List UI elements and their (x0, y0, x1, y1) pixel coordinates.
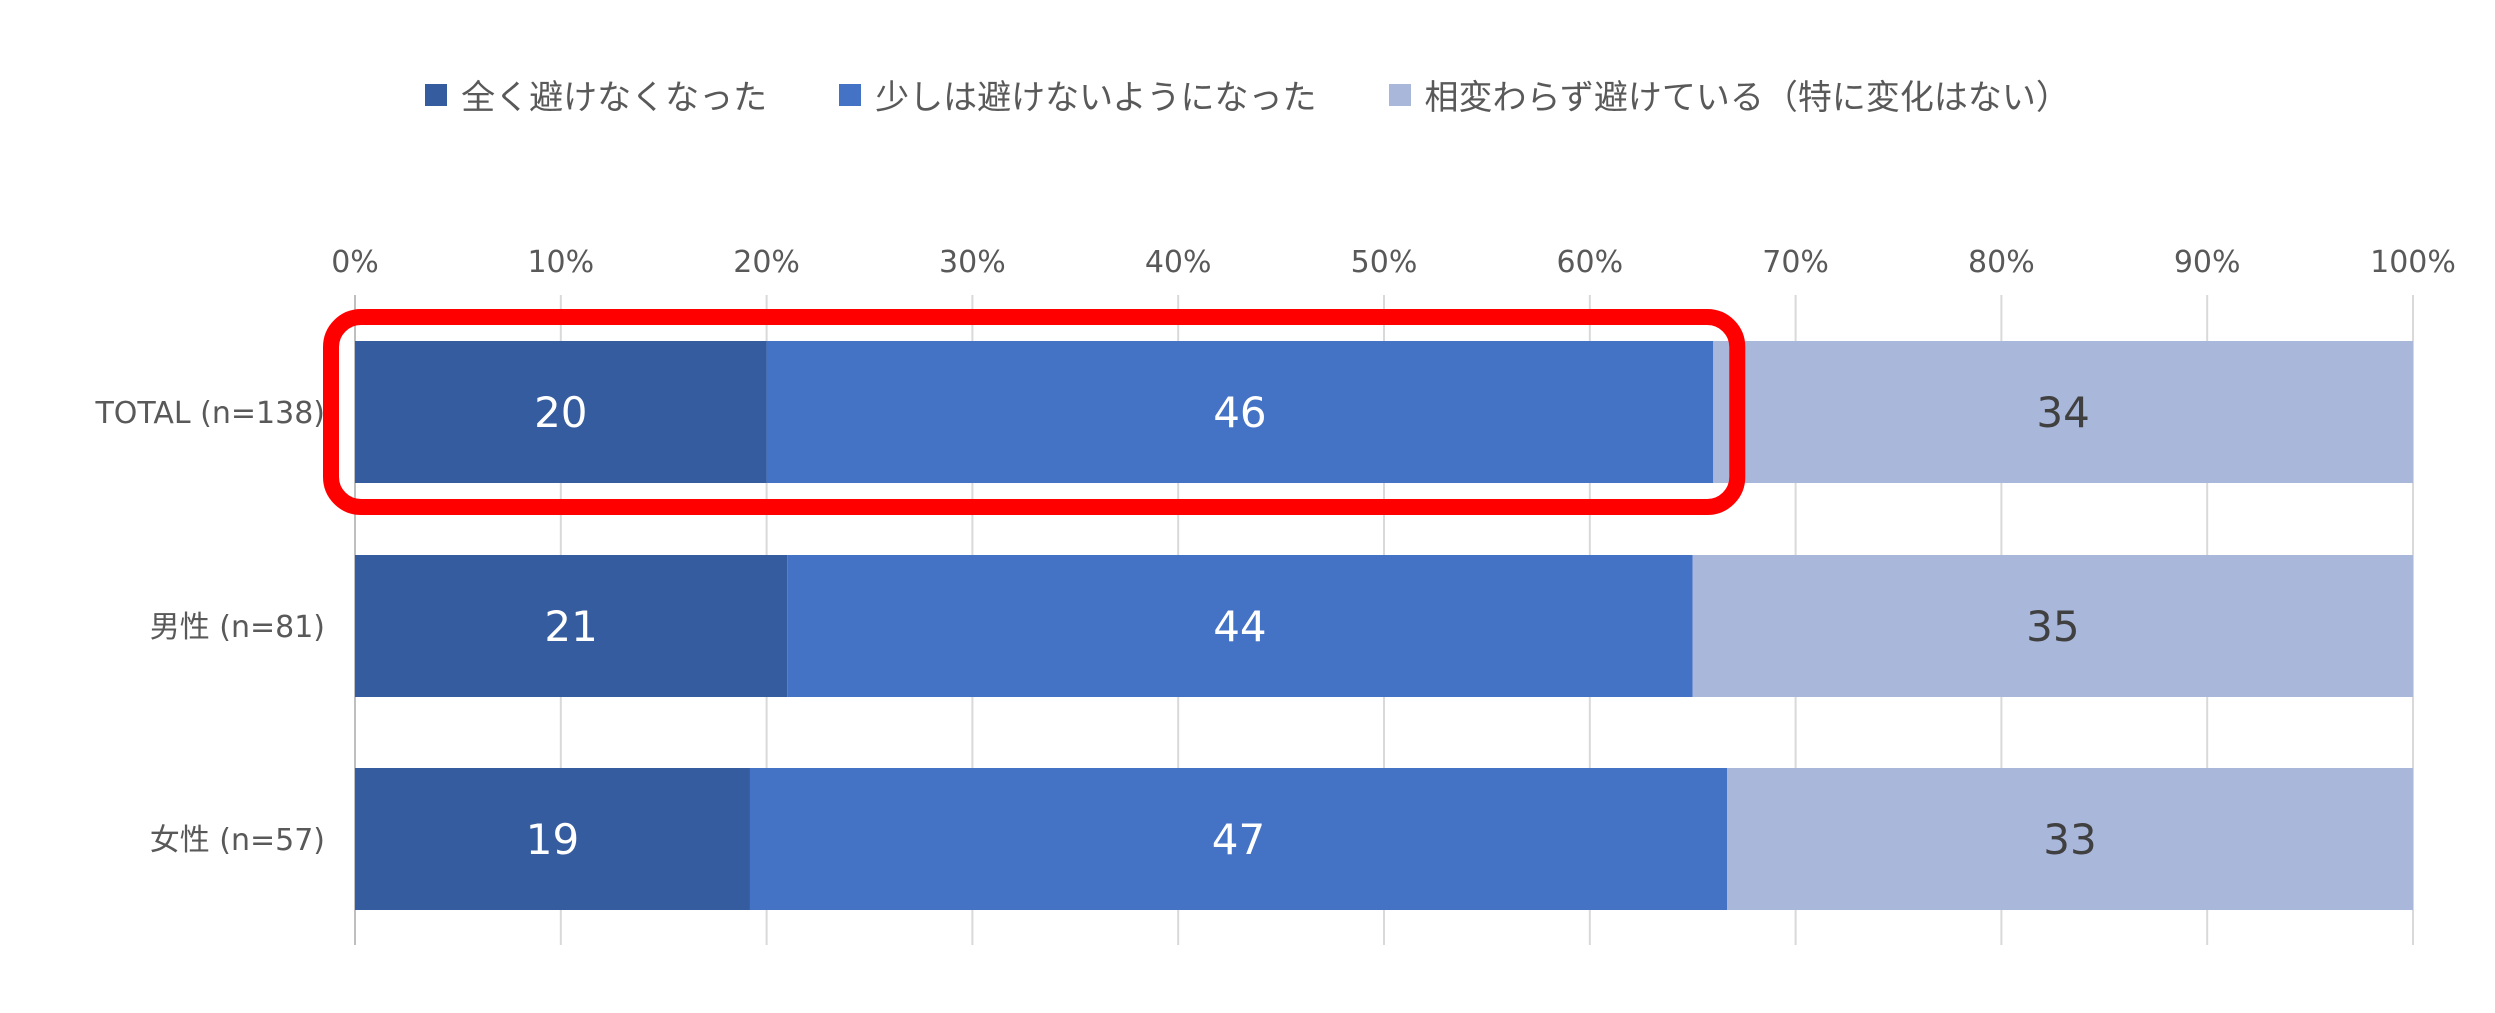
data-labels: 20 46 34 21 44 35 19 47 33 (526, 388, 2097, 864)
legend-item-s2: 相変わらず避けている（特に変化はない） (1388, 70, 2070, 119)
legend-label-s0: 全く避けなくなった (461, 78, 768, 118)
y-axis-categories: TOTAL (n=138) 男性 (n=81) 女性 (n=57) (94, 396, 325, 858)
data-label: 35 (2026, 602, 2079, 651)
category-label: TOTAL (n=138) (94, 396, 325, 431)
bar-segment (749, 768, 1727, 910)
x-tick-label: 70% (1762, 245, 1829, 280)
highlight-box (323, 309, 1746, 515)
x-tick-label: 100% (2370, 245, 2456, 280)
data-label: 21 (544, 602, 597, 651)
legend-item-s0: 全く避けなくなった (425, 70, 767, 119)
bar-segment (355, 768, 750, 910)
legend-label-s2: 相変わらず避けている（特に変化はない） (1424, 78, 2070, 118)
bar-segment (766, 341, 1714, 483)
legend-swatch-s0 (425, 83, 448, 106)
x-tick-label: 40% (1145, 245, 1212, 280)
x-tick-label: 10% (527, 245, 594, 280)
x-tick-label: 60% (1556, 245, 1623, 280)
bar-segment (1727, 768, 2413, 910)
x-tick-label: 20% (733, 245, 800, 280)
data-label: 34 (2036, 388, 2089, 437)
x-tick-label: 50% (1351, 245, 1418, 280)
legend-label-s1: 少しは避けないようになった (875, 78, 1317, 118)
x-tick-label: 90% (2174, 245, 2241, 280)
highlight (323, 309, 1746, 515)
x-axis-ticks: 0% 10% 20% 30% 40% 50% 60% 70% 80% 90% 100% (331, 245, 2456, 280)
category-label: 男性 (n=81) (150, 610, 325, 645)
legend-swatch-s2 (1388, 83, 1411, 106)
data-label: 46 (1213, 388, 1266, 437)
bar-segment (355, 341, 767, 483)
data-label: 20 (534, 388, 587, 437)
legend: 全く避けなくなった 少しは避けないようになった 相変わらず避けている（特に変化は… (0, 70, 2495, 119)
bar-segment (787, 555, 1693, 697)
data-label: 33 (2043, 815, 2096, 864)
bar-segment (1713, 341, 2413, 483)
x-tick-label: 30% (939, 245, 1006, 280)
category-label: 女性 (n=57) (150, 823, 325, 858)
bar-segment (355, 555, 788, 697)
x-tick-label: 0% (331, 245, 379, 280)
legend-item-s1: 少しは避けないようになった (839, 70, 1317, 119)
x-tick-label: 80% (1968, 245, 2035, 280)
bars (355, 341, 2413, 910)
data-label: 47 (1212, 815, 1265, 864)
bar-segment (1692, 555, 2413, 697)
data-label: 44 (1213, 602, 1266, 651)
data-label: 19 (526, 815, 579, 864)
legend-swatch-s1 (839, 83, 862, 106)
